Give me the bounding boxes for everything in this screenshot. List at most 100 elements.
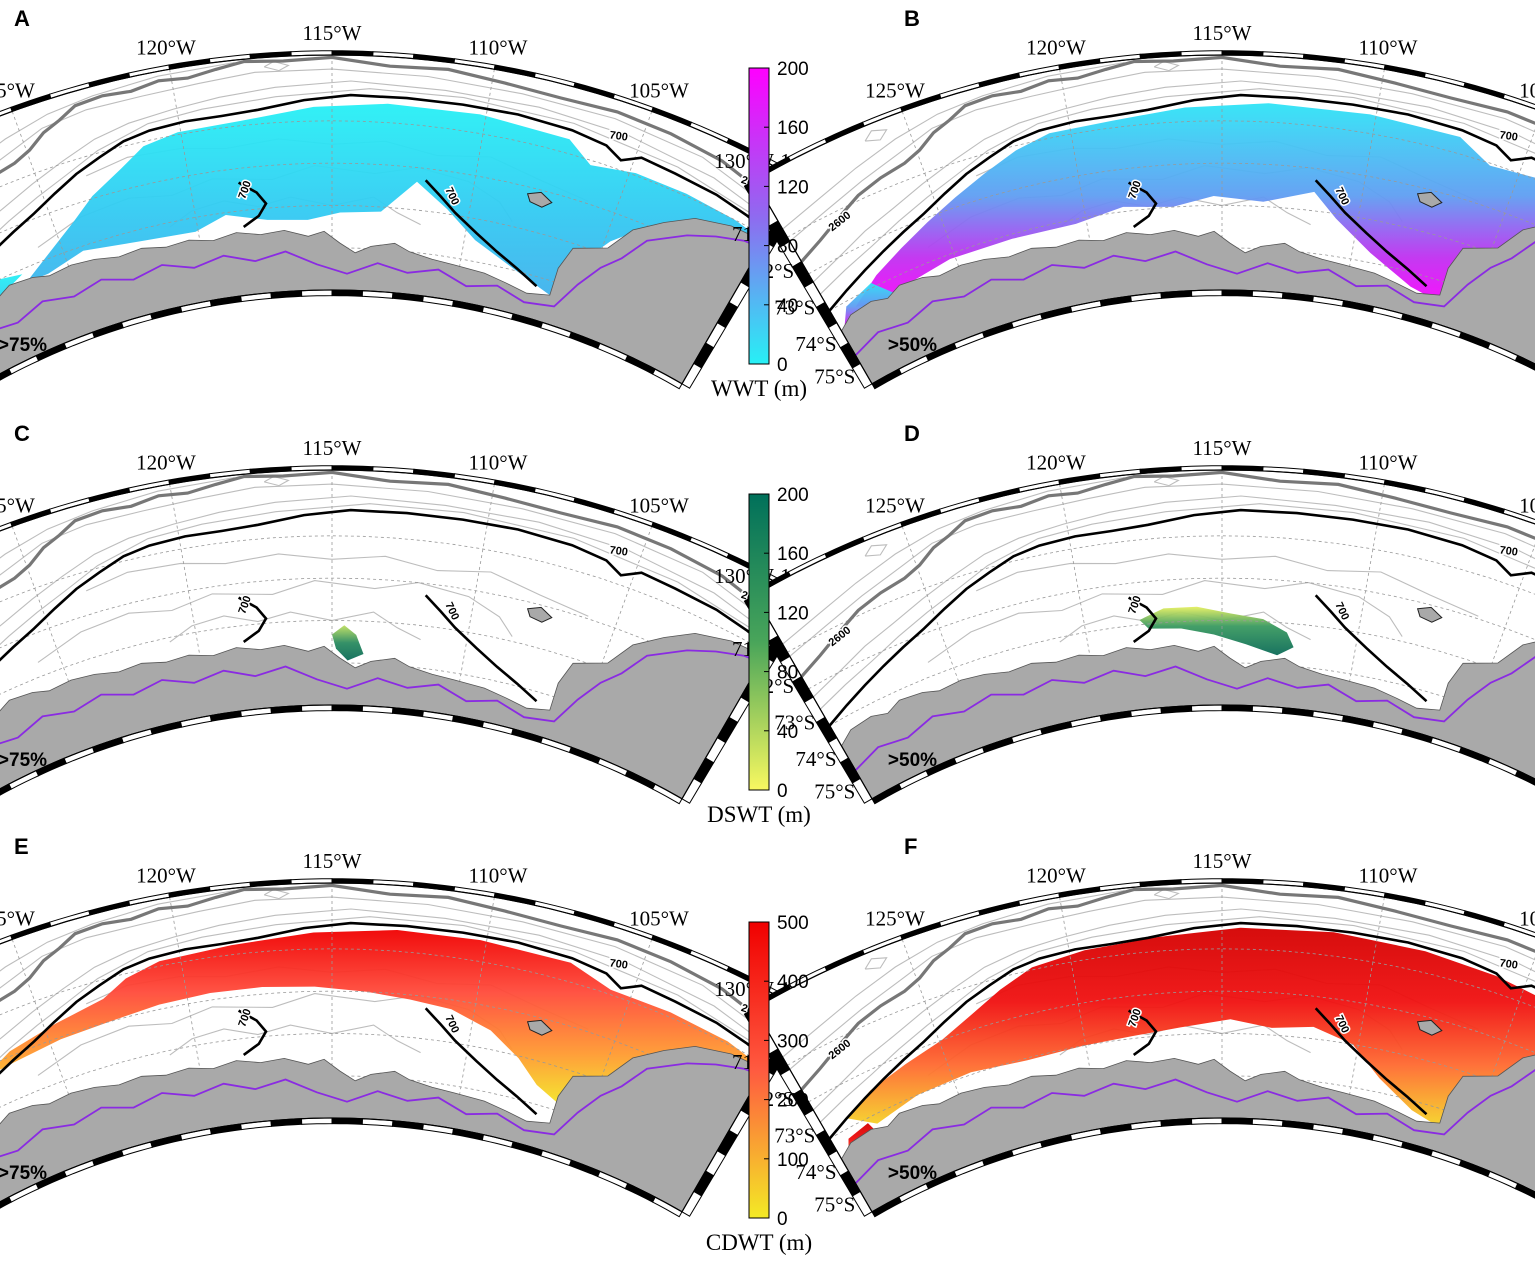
contour-label: 700 <box>1499 544 1519 558</box>
bathymetry-contour <box>0 889 235 1058</box>
bathymetry-contour <box>975 553 1479 617</box>
bathymetry-contour <box>782 476 1125 645</box>
isobath-700-trough-east <box>1314 594 1428 703</box>
panel-letter: A <box>14 6 30 31</box>
isobath-700-trough-west <box>1127 1009 1158 1056</box>
isobath-700-trough-east <box>424 1007 538 1116</box>
isobath-2600 <box>800 55 1535 263</box>
isobath-700-trough-east <box>424 594 538 703</box>
bathymetry-contour <box>789 896 1535 1070</box>
lon-label: 105°W <box>1519 907 1535 931</box>
isobath-700-trough-west <box>237 596 268 643</box>
isobath-700-trough-east <box>1314 179 1428 288</box>
parallel-line <box>0 162 746 275</box>
island <box>1416 191 1443 208</box>
bathymetry-contour <box>819 88 1535 295</box>
bathymetry-contour <box>0 80 776 283</box>
colorbar-tick-label: 160 <box>777 544 809 565</box>
bathymetry-contour <box>789 68 1535 242</box>
colorbar-tick-label: 80 <box>777 663 798 684</box>
parallel-line <box>0 535 767 653</box>
lat-label: 75°S <box>814 1193 855 1217</box>
colorbar-tick-label: 120 <box>777 603 809 624</box>
contour-label: 700 <box>609 957 629 971</box>
panel-letter: B <box>904 6 920 31</box>
map-panel-E: 26002600700700700130°W125°W120°W115°W110… <box>0 834 840 1218</box>
bathymetry-contour <box>1153 60 1180 72</box>
parallel-line <box>0 120 767 238</box>
map-area: 26002600700700700 <box>754 55 1535 384</box>
bathymetry-contour <box>819 503 1535 710</box>
bathymetry-contour <box>0 483 780 657</box>
lon-label: 125°W <box>0 79 35 103</box>
lon-label: 110°W <box>1359 863 1418 887</box>
colorbar-tick-label: 500 <box>777 913 809 934</box>
colorbar-tick-label: 200 <box>777 1091 809 1112</box>
isobath-2600 <box>0 55 784 263</box>
island <box>1416 606 1443 623</box>
lon-label: 105°W <box>1519 79 1535 103</box>
map-border <box>0 54 801 385</box>
lat-label: 75°S <box>814 780 855 804</box>
lon-label: 125°W <box>865 494 925 518</box>
lon-label: 125°W <box>0 494 35 518</box>
map-panel-F: 26002600700700700130°W125°W120°W115°W110… <box>714 834 1535 1218</box>
lat-label: 73°S <box>774 295 815 319</box>
lon-label: 110°W <box>469 450 528 474</box>
bathymetry-contour <box>0 495 776 698</box>
lat-label: 74°S <box>795 747 836 771</box>
lon-label: 105°W <box>629 79 689 103</box>
bathymetry-contour <box>0 88 773 295</box>
lon-label: 120°W <box>1026 863 1086 887</box>
lon-label: 115°W <box>303 849 362 873</box>
isobath-2600 <box>800 470 1535 678</box>
island <box>526 606 553 623</box>
ice-shelf-front <box>0 234 762 356</box>
colorbar-tick-label: 100 <box>777 1150 809 1171</box>
map-panel-A: 26002600700700700130°W125°W120°W115°W110… <box>0 6 840 390</box>
colorbar-tick-label: 400 <box>777 972 809 993</box>
map-border <box>0 469 801 800</box>
lon-label: 115°W <box>1193 436 1252 460</box>
threshold-label: >50% <box>888 1163 937 1184</box>
lon-label: 120°W <box>136 863 196 887</box>
bathymetry-contour <box>0 68 780 242</box>
colorbar-label: DSWT (m) <box>707 802 811 827</box>
island <box>1416 1019 1443 1036</box>
ice-shelf-front <box>0 1062 762 1184</box>
colorbar-gradient <box>748 493 770 791</box>
lon-label: 125°W <box>0 907 35 931</box>
colorbar-tick-label: 200 <box>777 485 809 506</box>
threshold-label: >50% <box>888 750 937 771</box>
thickness-field <box>1139 606 1294 656</box>
ice-shelf-front <box>854 1062 1535 1184</box>
map-border <box>753 882 1535 1213</box>
isobath-2600 <box>0 470 784 678</box>
threshold-label: >50% <box>888 335 937 356</box>
threshold-label: >75% <box>0 750 47 771</box>
map-border <box>753 469 1535 800</box>
colorbar-tick-label: 300 <box>777 1031 809 1052</box>
colorbar-tick-label: 160 <box>777 118 809 139</box>
map-area: 26002600700700700 <box>754 470 1535 799</box>
thickness-field <box>0 930 765 1108</box>
colorbar-tick-label: 80 <box>777 237 798 258</box>
bathymetry-contour <box>812 908 1535 1111</box>
colorbar-label: WWT (m) <box>711 376 807 401</box>
bathymetry-contour <box>0 896 780 1070</box>
contour-label: 700 <box>1499 129 1519 143</box>
map-panel-D: 26002600700700700130°W125°W120°W115°W110… <box>714 421 1535 805</box>
ice-shelf-front <box>854 234 1535 356</box>
map-area: 26002600700700700 <box>754 883 1535 1212</box>
panel-letter: F <box>904 834 917 859</box>
bathymetry-contour <box>782 889 1125 1058</box>
map-panel-B: 26002600700700700130°W125°W120°W115°W110… <box>714 6 1535 390</box>
lon-label: 105°W <box>629 907 689 931</box>
ice-shelf-front <box>854 649 1535 771</box>
parallel-line <box>787 948 1535 1066</box>
lon-label: 110°W <box>1359 450 1418 474</box>
lon-label: 115°W <box>303 21 362 45</box>
thickness-field <box>26 103 765 296</box>
